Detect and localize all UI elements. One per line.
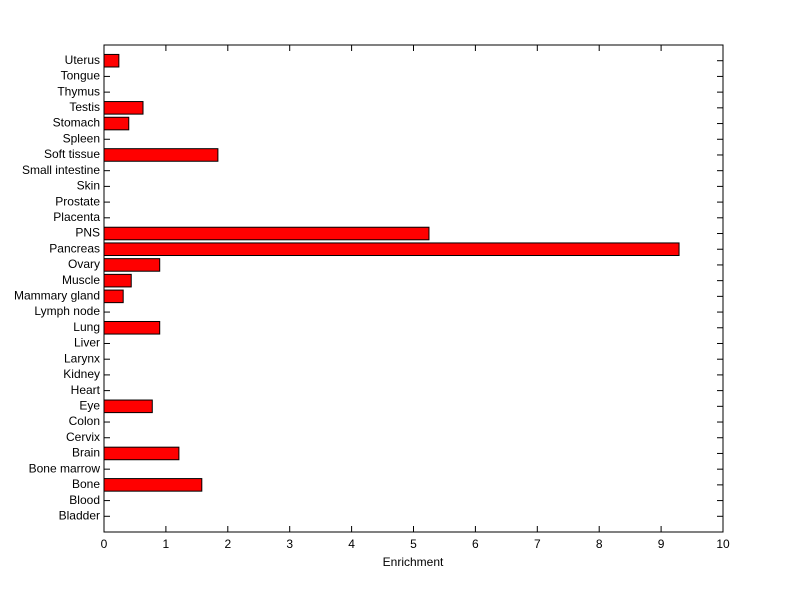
x-tick-label: 5	[410, 537, 417, 551]
bar	[103, 116, 130, 131]
y-tick-label: Small intestine	[22, 163, 100, 177]
y-tick-label: PNS	[75, 226, 100, 240]
bar	[103, 226, 430, 241]
bar	[103, 446, 180, 461]
y-tick-label: Blood	[69, 493, 100, 507]
x-tick-label: 9	[658, 537, 665, 551]
y-tick-label: Skin	[77, 179, 100, 193]
y-tick-label: Tongue	[61, 69, 101, 83]
x-tick-label: 2	[224, 537, 231, 551]
y-tick-label: Uterus	[65, 53, 100, 67]
y-tick-label: Heart	[71, 383, 101, 397]
y-tick-label: Prostate	[55, 194, 100, 208]
bar	[103, 258, 161, 272]
y-tick-label: Pancreas	[49, 241, 100, 255]
y-tick-label: Soft tissue	[44, 147, 100, 161]
y-tick-label: Ovary	[68, 257, 100, 271]
x-axis-label: Enrichment	[383, 555, 444, 569]
y-tick-label: Stomach	[53, 116, 100, 130]
bar	[103, 273, 132, 288]
y-tick-label: Cervix	[66, 430, 100, 444]
y-tick-label: Larynx	[64, 351, 100, 365]
bar	[103, 478, 203, 492]
bar	[103, 148, 219, 162]
x-tick-label: 0	[101, 537, 108, 551]
x-tick-label: 10	[716, 537, 730, 551]
bar	[103, 53, 120, 68]
y-tick-label: Testis	[69, 100, 100, 114]
y-tick-label: Lymph node	[34, 304, 100, 318]
y-tick-label: Bone marrow	[29, 461, 101, 475]
y-tick-label: Placenta	[53, 210, 100, 224]
x-tick-label: 1	[163, 537, 170, 551]
y-tick-label: Mammary gland	[14, 289, 100, 303]
y-tick-label: Eye	[79, 398, 100, 412]
y-tick-label: Kidney	[63, 367, 100, 381]
x-tick-label: 7	[534, 537, 541, 551]
y-tick-label: Thymus	[57, 84, 100, 98]
x-tick-label: 4	[348, 537, 355, 551]
y-tick-label: Spleen	[63, 131, 100, 145]
y-tick-label: Bone	[72, 477, 100, 491]
bar	[103, 101, 144, 115]
bar	[103, 320, 161, 335]
x-tick-label: 6	[472, 537, 479, 551]
x-tick-label: 8	[596, 537, 603, 551]
y-tick-label: Liver	[74, 336, 100, 350]
y-tick-label: Lung	[73, 320, 100, 334]
bar	[103, 399, 153, 414]
bar	[103, 242, 680, 257]
y-tick-label: Brain	[72, 446, 100, 460]
y-tick-label: Muscle	[62, 273, 100, 287]
bar	[103, 289, 124, 304]
x-tick-label: 3	[286, 537, 293, 551]
y-tick-label: Colon	[69, 414, 100, 428]
plot-area	[103, 44, 724, 533]
y-tick-label: Bladder	[59, 508, 100, 522]
